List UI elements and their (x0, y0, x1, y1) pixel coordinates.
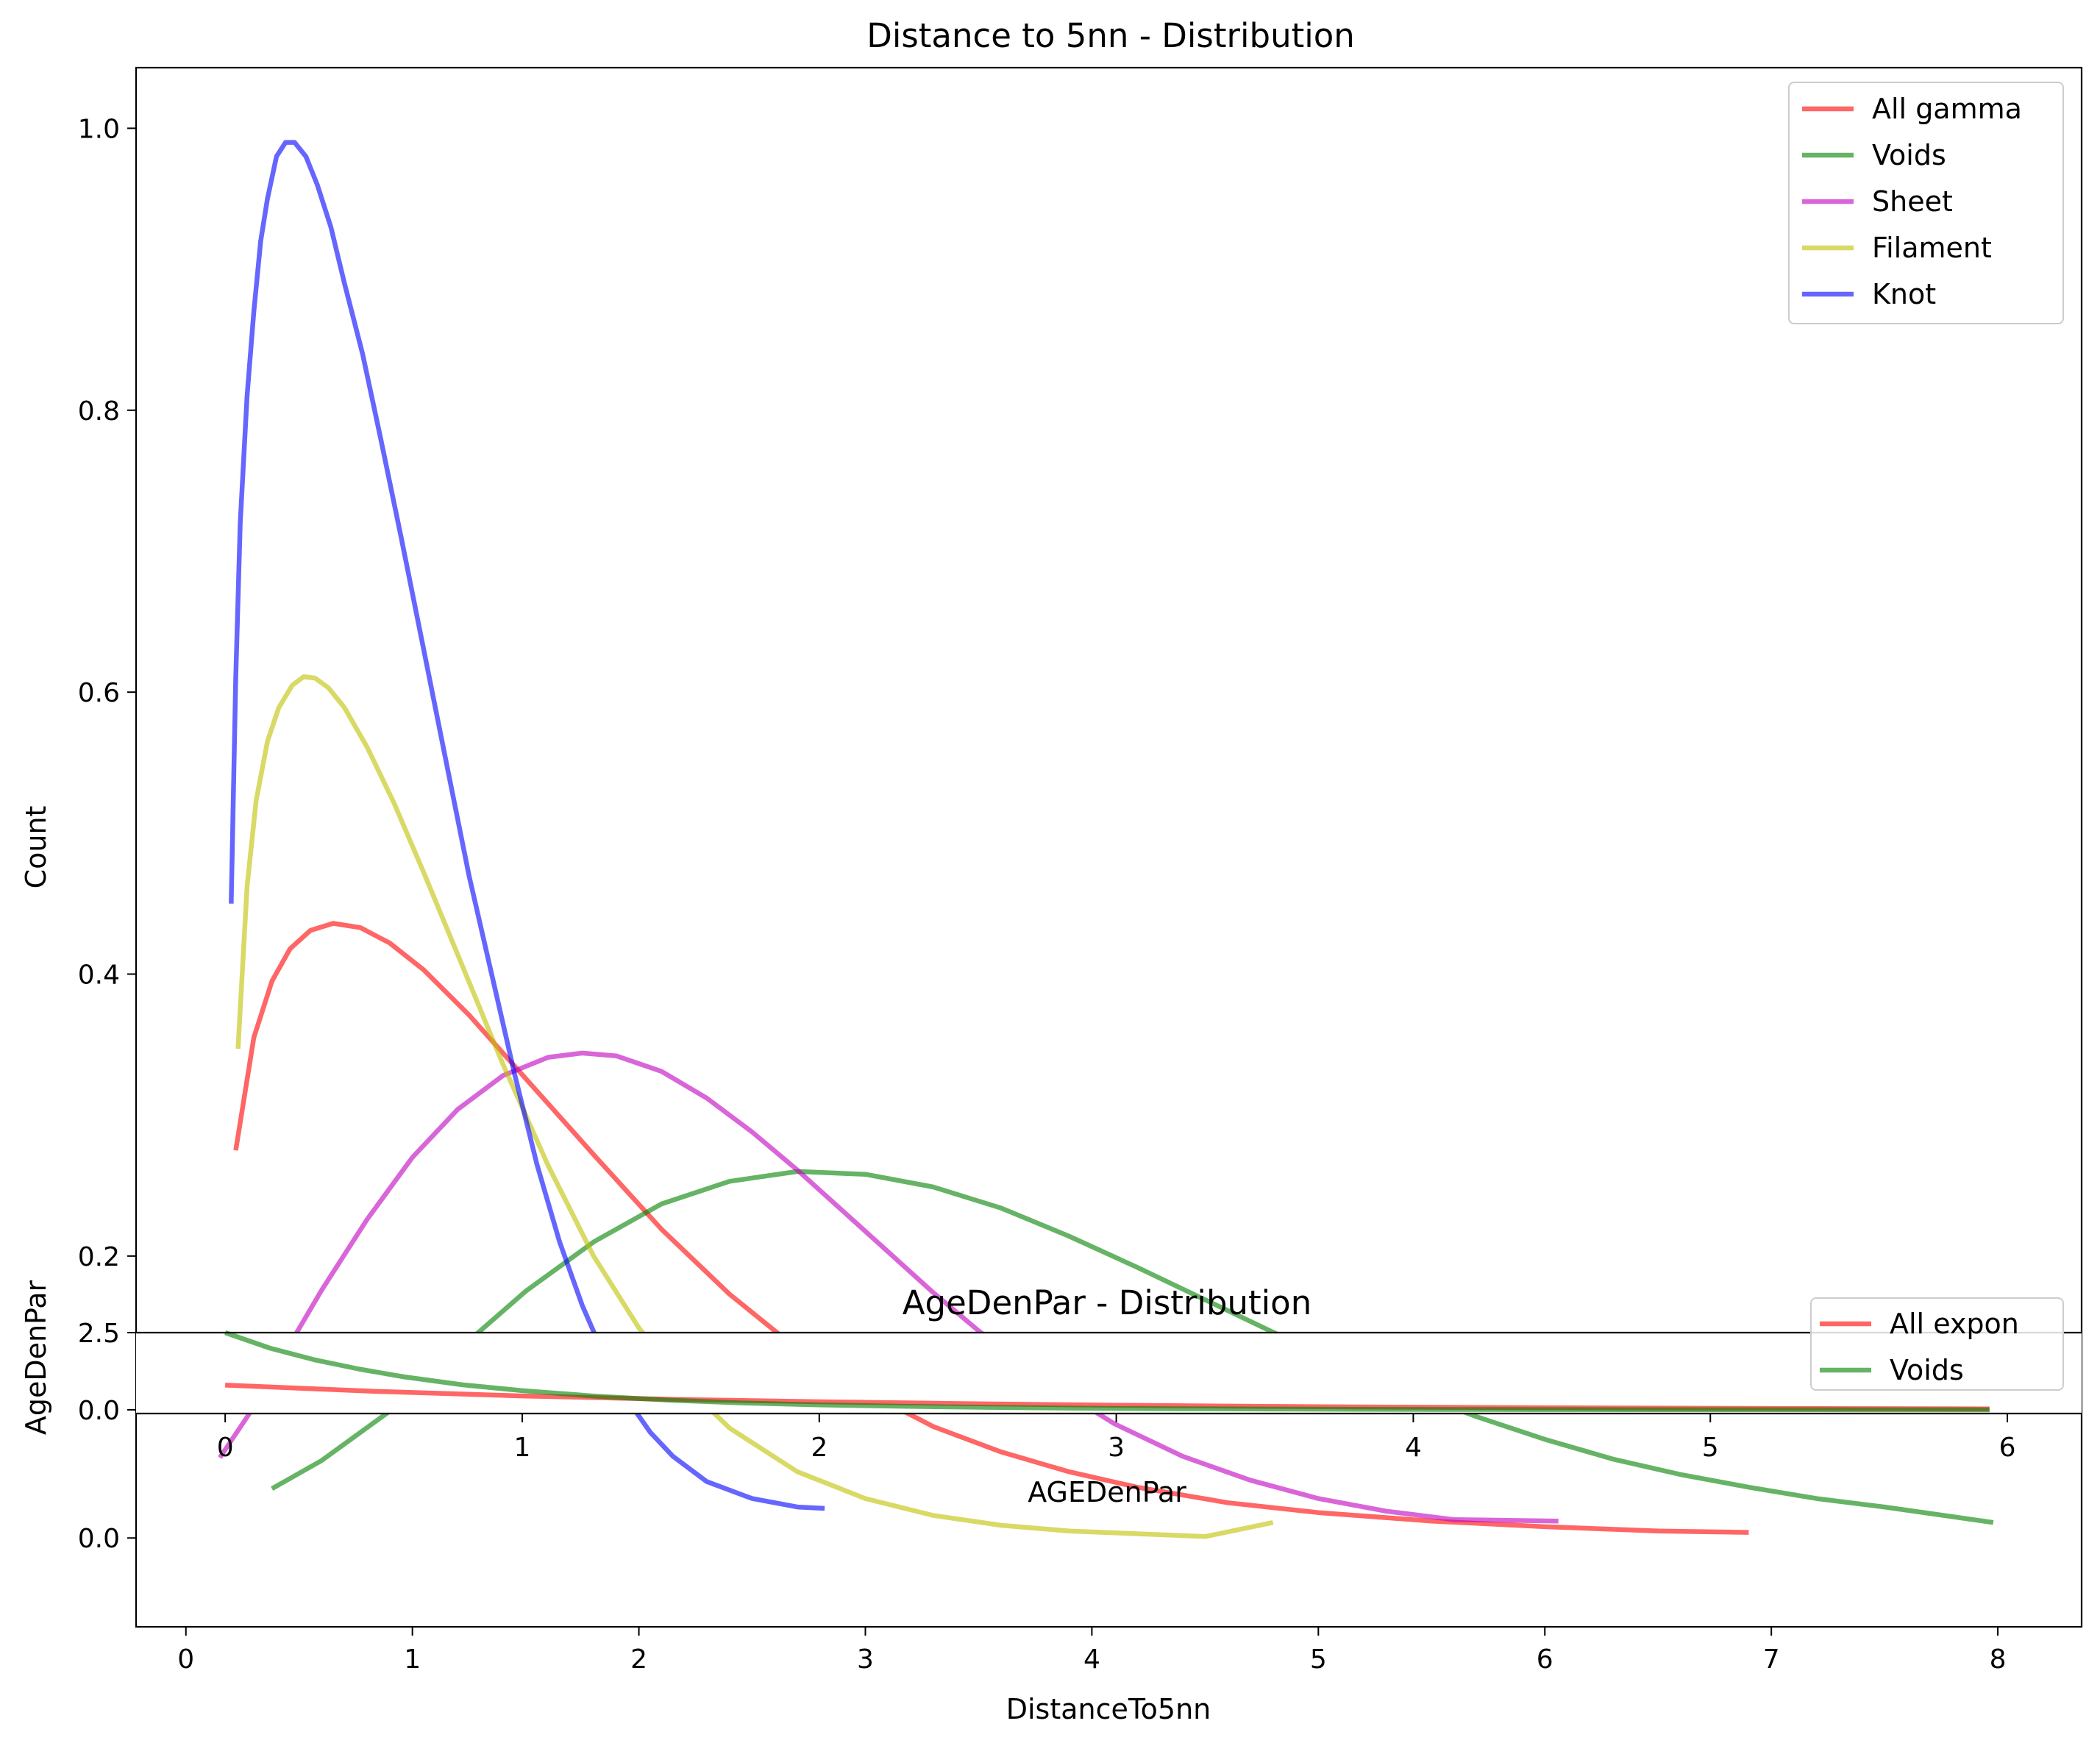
main-x-tick-label: 3 (857, 1644, 874, 1675)
inset-x-ticks: 0 1 2 3 4 5 6 (217, 1414, 2016, 1463)
main-legend-label: All gamma (1872, 93, 2022, 125)
main-y-tick-label: 0.6 (78, 678, 120, 708)
inset-legend-label: All expon (1890, 1308, 2019, 1340)
inset-series-group (224, 1330, 1990, 1413)
main-legend-box (1788, 82, 2064, 324)
inset-x-tick-label: 3 (1108, 1433, 1125, 1463)
main-legend-label: Voids (1872, 139, 1946, 171)
main-y-tick-label: 0.2 (78, 1242, 120, 1272)
inset-legend: All expon Voids (1810, 1297, 2064, 1391)
main-x-ticks: 0 1 2 3 4 5 6 7 8 (177, 1627, 2007, 1675)
inset-x-axis-label: AGEDenPar (1028, 1476, 1186, 1508)
main-y-axis-label: Count (20, 806, 52, 889)
main-x-axis-label: DistanceTo5nn (1006, 1693, 1211, 1725)
main-legend-items: All gamma Voids Sheet Filament Knot (1802, 93, 2022, 310)
main-x-tick-label: 4 (1083, 1644, 1100, 1675)
main-series-line-sheet (218, 1050, 1559, 1524)
main-y-tick-label: 0.0 (78, 1524, 120, 1554)
main-x-tick-label: 7 (1763, 1644, 1780, 1675)
main-x-tick-label: 5 (1310, 1644, 1327, 1675)
main-x-tick-label: 1 (404, 1644, 421, 1675)
inset-legend-box (1810, 1297, 2064, 1391)
main-y-tick-label: 1.0 (78, 114, 120, 144)
inset-x-tick-label: 4 (1405, 1433, 1422, 1463)
main-series-line-all-gamma (233, 921, 1749, 1535)
inset-legend-label: Voids (1890, 1354, 1964, 1386)
main-chart-title: Distance to 5nn - Distribution (866, 16, 1355, 55)
inset-x-tick-label: 5 (1702, 1433, 1719, 1463)
main-x-tick-label: 0 (177, 1644, 194, 1675)
main-x-tick-label: 8 (1990, 1644, 2007, 1675)
inset-y-axis-label: AgeDenPar (20, 1280, 52, 1435)
main-legend: All gamma Voids Sheet Filament Knot (1788, 82, 2064, 324)
main-y-tick-label: 0.4 (78, 960, 120, 991)
main-x-tick-label: 6 (1537, 1644, 1553, 1675)
inset-series-line-voids (224, 1330, 1990, 1413)
inset-x-tick-label: 1 (514, 1433, 531, 1463)
inset-plot-background (136, 1333, 2082, 1414)
inset-y-tick-label: 0.0 (78, 1396, 120, 1426)
main-series-line-filament (235, 674, 1274, 1539)
main-plot-frame (135, 66, 2083, 1628)
inset-y-tick-label: 2.5 (78, 1319, 120, 1349)
inset-x-tick-label: 6 (1999, 1433, 2016, 1463)
main-legend-label: Filament (1872, 232, 1992, 264)
main-chart: Distance to 5nn - Distribution 0 1 2 3 4 5 6 7 8… (20, 16, 2083, 1725)
main-series-line-knot (229, 140, 825, 1511)
main-y-ticks: 0.0 0.2 0.4 0.6 0.8 1.0 (78, 114, 136, 1554)
inset-legend-items: All expon Voids (1820, 1308, 2019, 1386)
main-legend-label: Sheet (1872, 185, 1953, 218)
main-series-group (218, 140, 1994, 1539)
inset-chart-title: AgeDenPar - Distribution (903, 1283, 1311, 1322)
main-legend-label: Knot (1872, 278, 1936, 310)
inset-y-ticks: 0.0 2.5 (78, 1319, 136, 1426)
main-series-line-voids (271, 1169, 1994, 1525)
inset-x-tick-label: 2 (811, 1433, 827, 1463)
main-y-tick-label: 0.8 (78, 396, 120, 427)
inset-x-tick-label: 0 (217, 1433, 234, 1463)
main-x-tick-label: 2 (630, 1644, 647, 1675)
